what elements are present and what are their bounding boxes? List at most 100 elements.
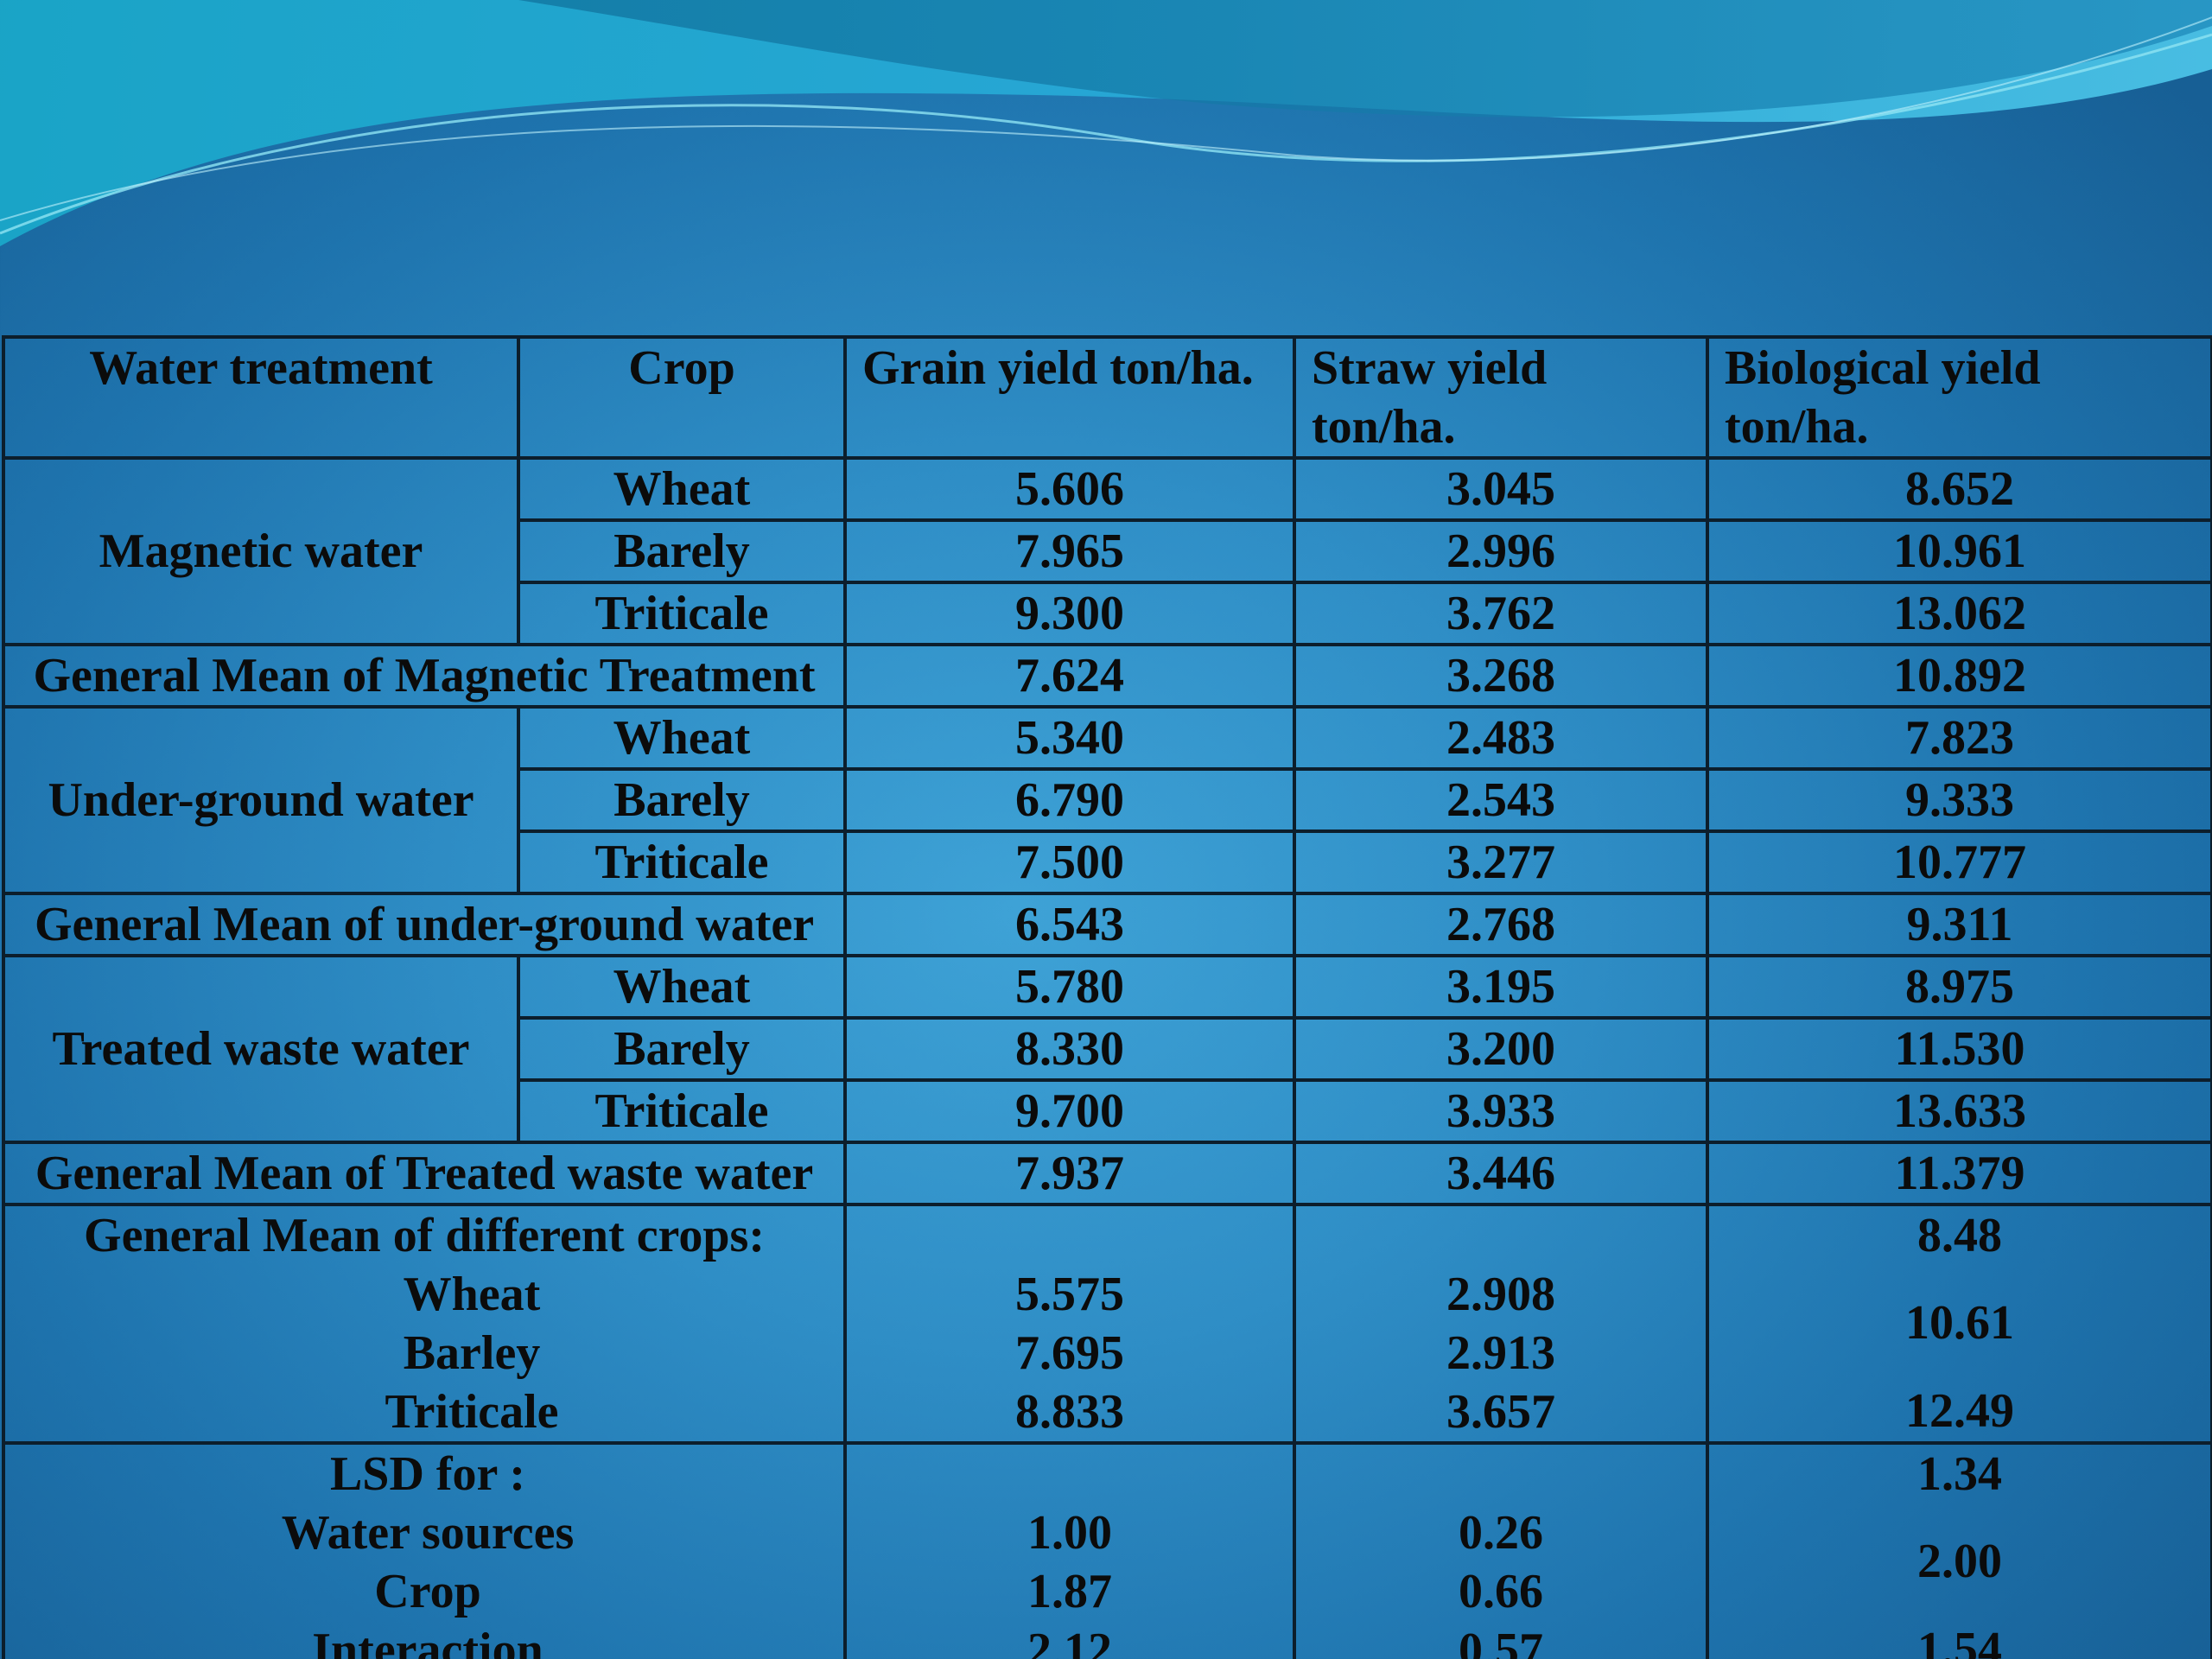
header-straw-line2: ton/ha. bbox=[1312, 400, 1456, 454]
table-row: Magnetic water Wheat 5.606 3.045 8.652 bbox=[2, 456, 2212, 646]
bio-cell: 10.961 bbox=[1706, 518, 2212, 584]
crop-cell: Wheat bbox=[517, 705, 847, 771]
crop-cell: Wheat bbox=[517, 456, 847, 522]
mean-label: General Mean of Treated waste water bbox=[2, 1141, 847, 1206]
grain-cell: 6.790 bbox=[843, 767, 1296, 833]
crop-means-row: General Mean of different crops: Wheat B… bbox=[2, 1203, 2212, 1445]
grain-cell: 9.700 bbox=[843, 1078, 1296, 1144]
grain-cell: 7.500 bbox=[843, 830, 1296, 895]
crop-cell: Barely bbox=[517, 767, 847, 833]
straw-cell: 3.200 bbox=[1293, 1016, 1709, 1082]
crop-cell: Triticale bbox=[517, 830, 847, 895]
straw-cell: 3.446 bbox=[1293, 1141, 1709, 1206]
grain-cell: 8.330 bbox=[843, 1016, 1296, 1082]
bio-value: 1.54 bbox=[1917, 1623, 2002, 1659]
grain-value: 5.575 bbox=[1015, 1268, 1124, 1321]
header-crop: Crop bbox=[517, 335, 847, 460]
header-biological-yield: Biological yield ton/ha. bbox=[1706, 335, 2212, 460]
straw-cell: 3.195 bbox=[1293, 954, 1709, 1020]
mean-label: General Mean of under-ground water bbox=[2, 892, 847, 957]
bio-value: 10.61 bbox=[1905, 1296, 2014, 1350]
mean-row: General Mean of Treated waste water 7.93… bbox=[2, 1141, 2212, 1206]
straw-cell: 2.543 bbox=[1293, 767, 1709, 833]
grain-value: 8.833 bbox=[1015, 1385, 1124, 1439]
grain-cell: 5.780 bbox=[843, 954, 1296, 1020]
bio-cell: 11.530 bbox=[1706, 1016, 2212, 1082]
crop-means-straw: 2.908 2.913 3.657 bbox=[1293, 1203, 1709, 1445]
grain-cell: 7.965 bbox=[843, 518, 1296, 584]
straw-value: 2.913 bbox=[1446, 1326, 1555, 1380]
mean-row: General Mean of Magnetic Treatment 7.624… bbox=[2, 643, 2212, 709]
lsd-label: Crop bbox=[374, 1565, 481, 1618]
treatment-cell: Under-ground water bbox=[2, 705, 520, 895]
table-row: Barely 7.965 2.996 10.961 bbox=[3, 518, 2212, 584]
header-bio-line2: ton/ha. bbox=[1725, 400, 1869, 454]
grain-cell: 9.300 bbox=[843, 581, 1296, 646]
bio-value: 12.49 bbox=[1905, 1384, 2014, 1438]
grain-cell: 5.340 bbox=[843, 705, 1296, 771]
straw-cell: 3.277 bbox=[1293, 830, 1709, 895]
header-straw-line1: Straw yield bbox=[1312, 341, 1548, 395]
straw-cell: 3.933 bbox=[1293, 1078, 1709, 1144]
bio-value: 2.00 bbox=[1917, 1535, 2002, 1588]
header-grain-yield: Grain yield ton/ha. bbox=[843, 335, 1296, 460]
bio-cell: 9.333 bbox=[1706, 767, 2212, 833]
straw-value: 0.66 bbox=[1459, 1565, 1543, 1618]
lsd-title: LSD for : bbox=[329, 1447, 526, 1501]
crop-means-grain: 5.575 7.695 8.833 bbox=[843, 1203, 1296, 1445]
table-row: Triticale 7.500 3.277 10.777 bbox=[3, 830, 2212, 895]
straw-cell: 2.483 bbox=[1293, 705, 1709, 771]
straw-value: 0.26 bbox=[1459, 1506, 1543, 1560]
grain-value: 2.12 bbox=[1027, 1624, 1112, 1659]
mean-row: General Mean of under-ground water 6.543… bbox=[2, 892, 2212, 957]
crop-means-title: General Mean of different crops: bbox=[84, 1209, 765, 1262]
crop-cell: Barely bbox=[517, 1016, 847, 1082]
straw-cell: 2.768 bbox=[1293, 892, 1709, 957]
crop-cell: Barely bbox=[517, 518, 847, 584]
lsd-straw: 0.26 0.66 0.57 bbox=[1293, 1441, 1709, 1659]
header-straw-yield: Straw yield ton/ha. bbox=[1293, 335, 1709, 460]
lsd-label: Interaction bbox=[312, 1624, 543, 1659]
table-row: Triticale 9.700 3.933 13.633 bbox=[3, 1078, 2212, 1144]
bio-cell: 10.777 bbox=[1706, 830, 2212, 895]
bio-cell: 11.379 bbox=[1706, 1141, 2212, 1206]
bio-cell: 10.892 bbox=[1706, 643, 2212, 709]
lsd-grain: 1.00 1.87 2.12 bbox=[843, 1441, 1296, 1659]
lsd-bio: 1.34 2.00 1.54 bbox=[1706, 1441, 2212, 1659]
grain-value: 1.87 bbox=[1027, 1565, 1112, 1618]
crop-means-labels: General Mean of different crops: Wheat B… bbox=[2, 1203, 847, 1445]
straw-value: 0.57 bbox=[1459, 1624, 1543, 1659]
bio-cell: 13.633 bbox=[1706, 1078, 2212, 1144]
crop-cell: Triticale bbox=[517, 581, 847, 646]
table-row: Treated waste water Wheat 5.780 3.195 8.… bbox=[2, 954, 2212, 1144]
bio-cell: 9.311 bbox=[1706, 892, 2212, 957]
grain-cell: 7.937 bbox=[843, 1141, 1296, 1206]
crop-means-label: Wheat bbox=[403, 1268, 541, 1321]
straw-value: 3.657 bbox=[1446, 1385, 1555, 1439]
bio-cell: 8.652 bbox=[1706, 456, 2212, 522]
lsd-row: LSD for : Water sources Crop Interaction… bbox=[2, 1441, 2212, 1659]
straw-value: 2.908 bbox=[1446, 1268, 1555, 1321]
bio-value: 8.48 bbox=[1917, 1209, 2002, 1262]
lsd-labels: LSD for : Water sources Crop Interaction bbox=[2, 1441, 847, 1659]
crop-means-label: Barley bbox=[403, 1326, 541, 1380]
treatment-cell: Magnetic water bbox=[2, 456, 520, 646]
crop-cell: Wheat bbox=[517, 954, 847, 1020]
header-row: Water treatment Crop Grain yield ton/ha.… bbox=[2, 335, 2212, 460]
header-water-treatment: Water treatment bbox=[2, 335, 520, 460]
crop-cell: Triticale bbox=[517, 1078, 847, 1144]
treatment-cell: Treated waste water bbox=[2, 954, 520, 1144]
bio-cell: 13.062 bbox=[1706, 581, 2212, 646]
table-row: Triticale 9.300 3.762 13.062 bbox=[3, 581, 2212, 646]
decorative-wave-banner bbox=[0, 0, 2212, 246]
straw-cell: 2.996 bbox=[1293, 518, 1709, 584]
bio-cell: 7.823 bbox=[1706, 705, 2212, 771]
table-row: Barely 6.790 2.543 9.333 bbox=[3, 767, 2212, 833]
table-row: Under-ground water Wheat 5.340 2.483 7.8… bbox=[2, 705, 2212, 895]
grain-cell: 7.624 bbox=[843, 643, 1296, 709]
straw-cell: 3.762 bbox=[1293, 581, 1709, 646]
table-row: Barely 8.330 3.200 11.530 bbox=[3, 1016, 2212, 1082]
grain-cell: 5.606 bbox=[843, 456, 1296, 522]
yield-table: Water treatment Crop Grain yield ton/ha.… bbox=[2, 335, 2212, 1659]
bio-value: 1.34 bbox=[1917, 1447, 2002, 1501]
